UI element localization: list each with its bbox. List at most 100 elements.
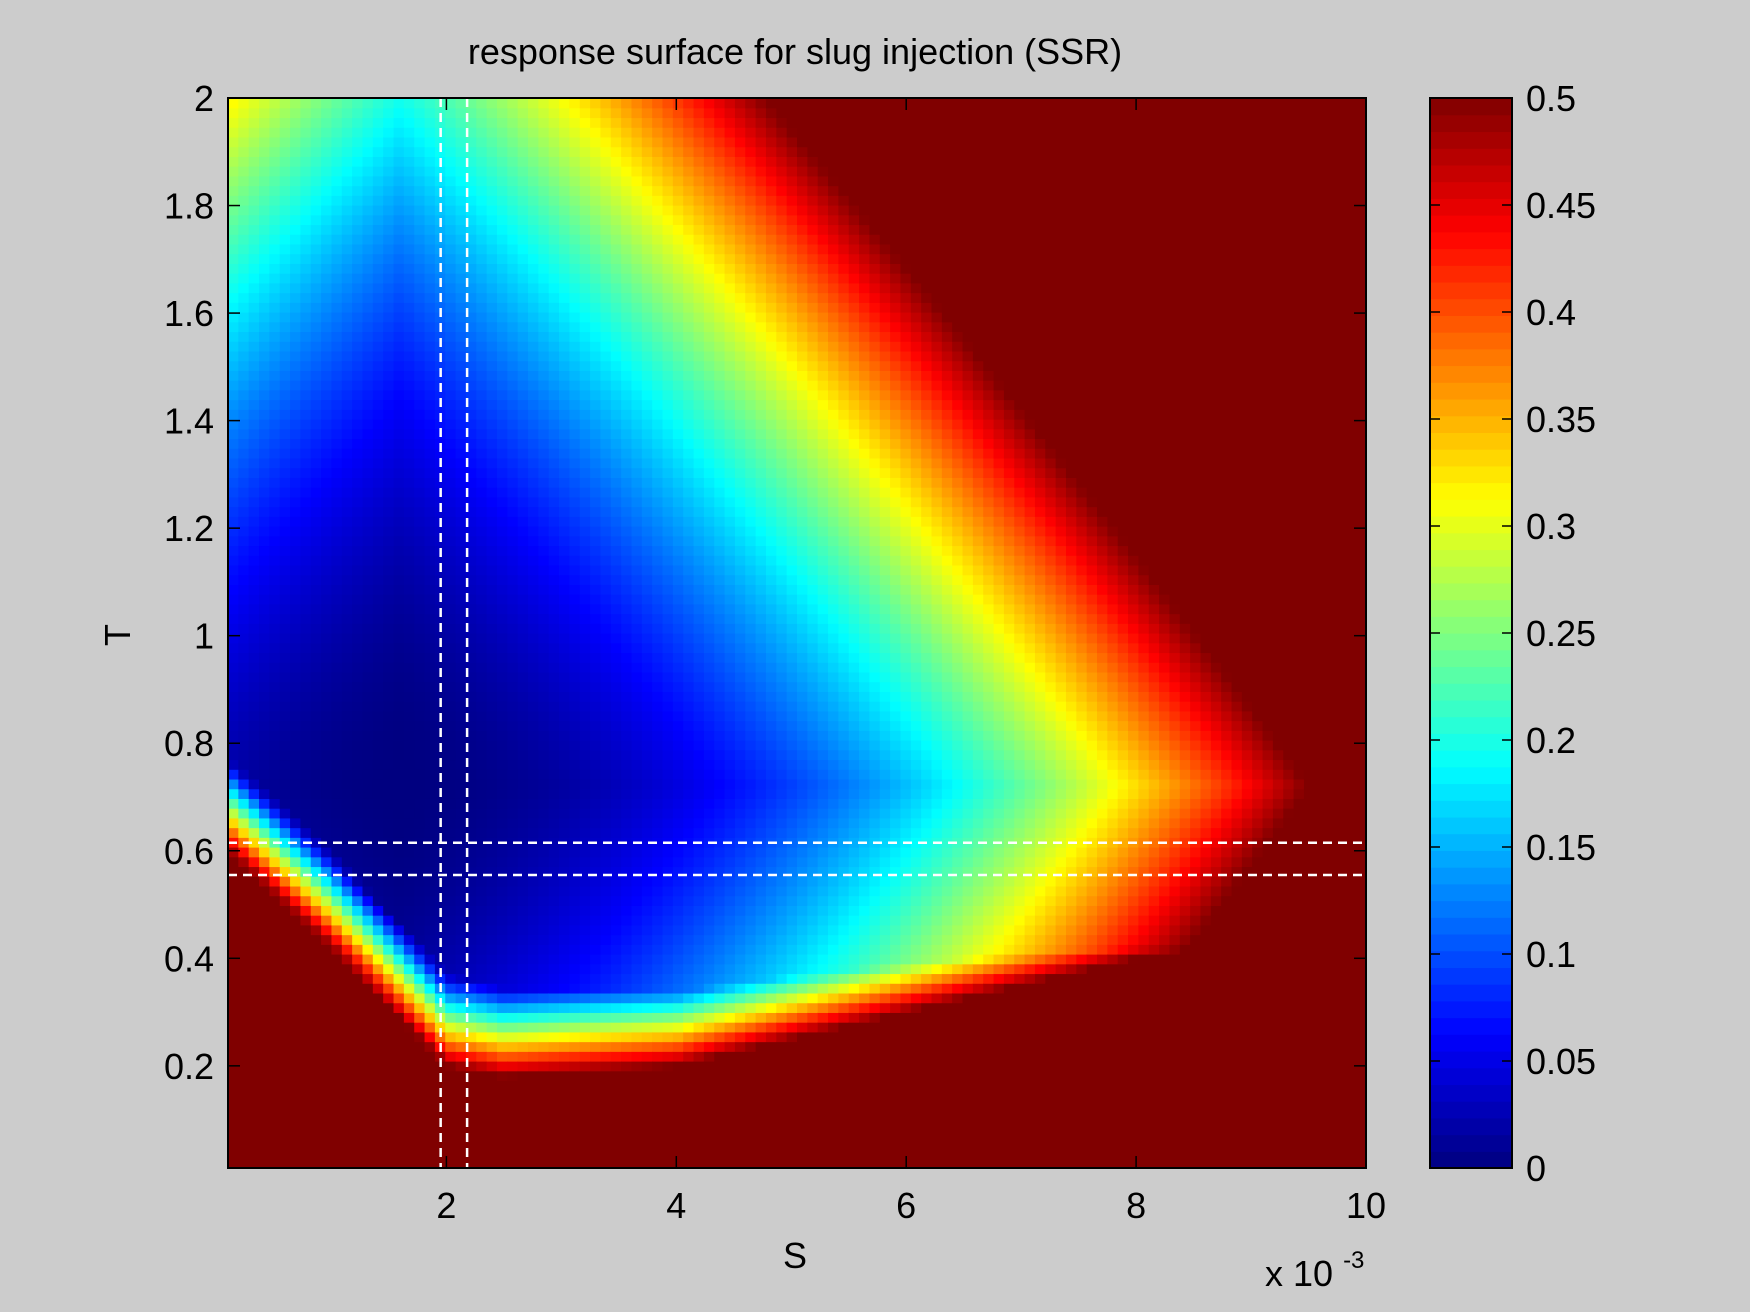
- heatmap-cell: [496, 467, 508, 478]
- heatmap-cell: [465, 827, 477, 838]
- heatmap-cell: [362, 895, 374, 906]
- heatmap-cell: [414, 321, 426, 333]
- heatmap-cell: [248, 866, 260, 877]
- heatmap-cell: [621, 574, 633, 585]
- heatmap-cell: [672, 350, 684, 362]
- heatmap-cell: [559, 428, 570, 440]
- heatmap-cell: [496, 847, 508, 858]
- heatmap-cell: [300, 282, 312, 294]
- heatmap-cell: [662, 136, 674, 148]
- heatmap-cell: [269, 448, 281, 459]
- heatmap-cell: [279, 535, 291, 547]
- heatmap-cell: [259, 983, 270, 994]
- heatmap-cell: [559, 253, 570, 264]
- heatmap-cell: [403, 973, 415, 984]
- heatmap-cell: [290, 944, 302, 955]
- heatmap-cell: [300, 1022, 312, 1033]
- heatmap-cell: [693, 1080, 705, 1091]
- heatmap-cell: [631, 224, 643, 235]
- heatmap-cell: [662, 535, 674, 547]
- heatmap-cell: [445, 331, 457, 342]
- heatmap-cell: [228, 749, 239, 761]
- heatmap-cell: [600, 457, 612, 469]
- heatmap-cell: [362, 603, 374, 615]
- heatmap-cell: [621, 1080, 633, 1091]
- heatmap-cell: [321, 740, 333, 751]
- heatmap-cell: [238, 856, 250, 868]
- heatmap-cell: [476, 652, 488, 663]
- heatmap-cell: [434, 312, 446, 323]
- heatmap-cell: [238, 740, 250, 751]
- heatmap-cell: [465, 389, 477, 401]
- heatmap-cell: [610, 1119, 622, 1130]
- heatmap-cell: [528, 341, 539, 352]
- heatmap-cell: [300, 671, 312, 683]
- heatmap-cell: [548, 487, 560, 498]
- heatmap-cell: [590, 798, 602, 809]
- heatmap-cell: [528, 487, 539, 498]
- heatmap-cell: [403, 399, 415, 410]
- heatmap-cell: [517, 253, 529, 264]
- heatmap-cell: [310, 1138, 322, 1150]
- heatmap-cell: [331, 788, 343, 799]
- heatmap-cell: [559, 817, 570, 829]
- heatmap-cell: [486, 555, 498, 566]
- heatmap-cell: [238, 915, 250, 926]
- heatmap-cell: [341, 214, 353, 226]
- heatmap-cell: [590, 175, 602, 187]
- heatmap-cell: [621, 195, 633, 206]
- heatmap-cell: [279, 1061, 291, 1072]
- heatmap-cell: [455, 302, 467, 313]
- heatmap-cell: [403, 1090, 415, 1101]
- heatmap-cell: [403, 847, 415, 858]
- heatmap-cell: [393, 1031, 405, 1043]
- heatmap-cell: [321, 545, 333, 556]
- heatmap-cell: [321, 564, 333, 576]
- heatmap-cell: [455, 389, 467, 401]
- heatmap-cell: [652, 224, 664, 235]
- heatmap-cell: [259, 428, 270, 440]
- heatmap-cell: [486, 944, 498, 955]
- heatmap-cell: [321, 1138, 333, 1150]
- heatmap-cell: [300, 905, 312, 916]
- heatmap-cell: [590, 409, 602, 420]
- heatmap-cell: [652, 885, 664, 897]
- heatmap-cell: [631, 370, 643, 381]
- heatmap-cell: [372, 847, 384, 858]
- heatmap-cell: [331, 720, 343, 731]
- heatmap-cell: [279, 720, 291, 731]
- heatmap-cell: [496, 1138, 508, 1150]
- heatmap-cell: [559, 156, 570, 167]
- heatmap-cell: [341, 1080, 353, 1091]
- heatmap-cell: [279, 905, 291, 916]
- heatmap-cell: [259, 788, 270, 799]
- heatmap-cell: [383, 1051, 395, 1062]
- heatmap-cell: [331, 671, 343, 683]
- heatmap-cell: [507, 1080, 519, 1091]
- heatmap-cell: [383, 895, 395, 906]
- heatmap-cell: [528, 749, 539, 761]
- heatmap-cell: [259, 555, 270, 566]
- heatmap-cell: [445, 214, 457, 226]
- heatmap-cell: [279, 992, 291, 1004]
- heatmap-cell: [631, 808, 643, 819]
- heatmap-cell: [269, 594, 281, 605]
- heatmap-cell: [631, 701, 643, 712]
- heatmap-cell: [538, 720, 550, 731]
- heatmap-cell: [652, 808, 664, 819]
- heatmap-cell: [362, 954, 374, 965]
- heatmap-cell: [476, 1119, 488, 1130]
- heatmap-cell: [507, 710, 519, 722]
- heatmap-cell: [414, 496, 426, 508]
- heatmap-cell: [693, 1158, 705, 1168]
- heatmap-cell: [569, 983, 581, 994]
- heatmap-cell: [290, 1002, 302, 1013]
- heatmap-cell: [445, 1080, 457, 1091]
- heatmap-cell: [424, 370, 436, 381]
- heatmap-cell: [538, 409, 550, 420]
- heatmap-cell: [279, 876, 291, 887]
- heatmap-cell: [279, 205, 291, 216]
- heatmap-cell: [248, 389, 260, 401]
- heatmap-cell: [507, 224, 519, 235]
- heatmap-cell: [362, 243, 374, 255]
